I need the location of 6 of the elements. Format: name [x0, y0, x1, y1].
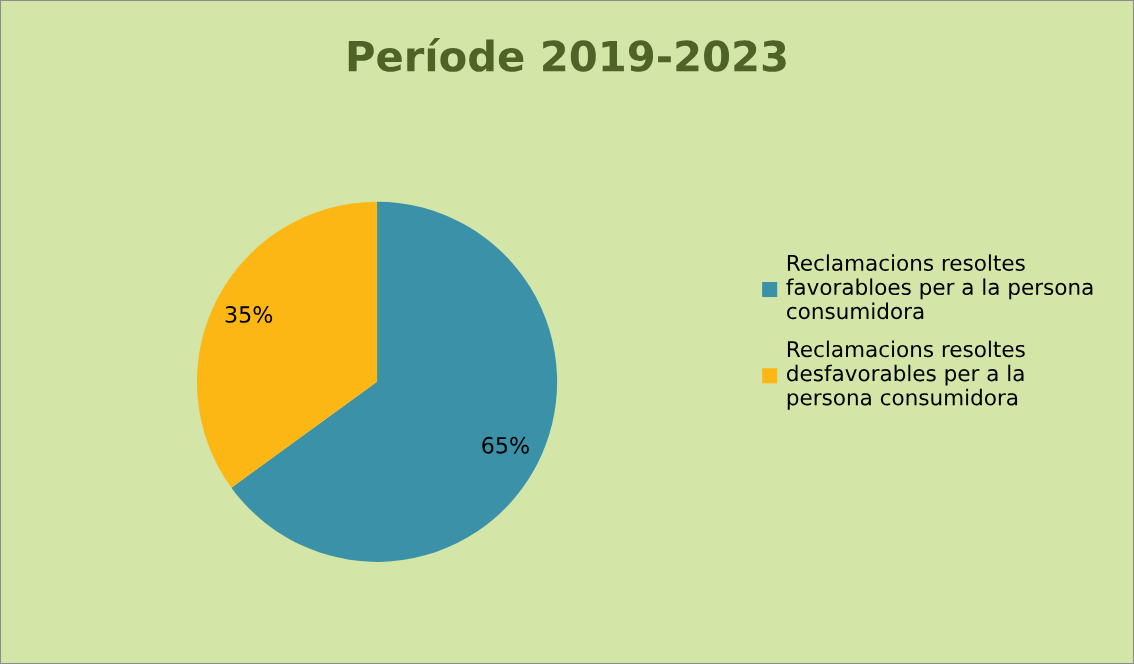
data-label: 65% [482, 436, 529, 454]
data-label: 35% [225, 306, 273, 323]
pie-slice [196, 201, 378, 488]
legend-label: Reclamacions resoltes desfavorables per a la persona consumidora [787, 340, 1025, 410]
legend-label: Reclamacions resoltes favorabloes per a la persona consumidora [786, 254, 1093, 320]
chart-title: Període 2019-2023 [348, 37, 786, 72]
